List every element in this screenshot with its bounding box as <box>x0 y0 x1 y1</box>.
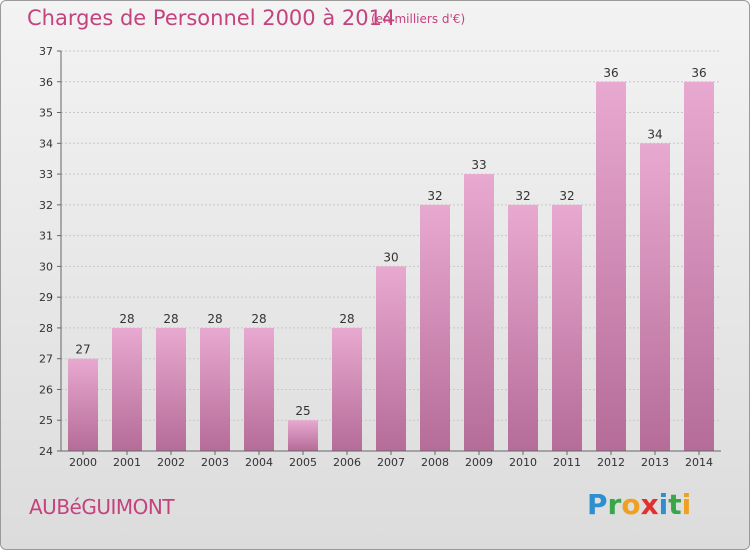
data-label: 28 <box>163 312 178 326</box>
x-tick-label: 2002 <box>157 456 185 469</box>
x-tick-label: 2009 <box>465 456 493 469</box>
bars <box>68 81 714 452</box>
x-tick-label: 2006 <box>333 456 361 469</box>
x-tick-label: 2007 <box>377 456 405 469</box>
bar <box>112 327 142 451</box>
logo-letter: o <box>621 488 641 521</box>
data-label: 34 <box>647 127 662 141</box>
y-tick-label: 32 <box>39 199 53 212</box>
x-tick-label: 2005 <box>289 456 317 469</box>
data-label: 30 <box>383 250 398 264</box>
x-tick-label: 2008 <box>421 456 449 469</box>
data-label: 33 <box>471 158 486 172</box>
bar <box>244 327 274 451</box>
x-tick-label: 2010 <box>509 456 537 469</box>
bar <box>156 327 186 451</box>
bar <box>420 204 450 451</box>
x-tick-label: 2003 <box>201 456 229 469</box>
chart-subtitle: (en milliers d'€) <box>371 12 466 26</box>
y-tick-label: 36 <box>39 76 53 89</box>
x-tick-label: 2004 <box>245 456 273 469</box>
bar <box>332 327 362 451</box>
logo-letter: P <box>587 488 608 521</box>
y-tick-label: 30 <box>39 260 53 273</box>
x-tick-label: 2012 <box>597 456 625 469</box>
y-tick-label: 37 <box>39 45 53 58</box>
bar <box>640 143 670 452</box>
logo-letter: t <box>668 488 682 521</box>
x-tick-label: 2011 <box>553 456 581 469</box>
bar <box>68 358 98 451</box>
axes: 24 25 26 27 28 29 30 31 32 33 34 35 36 37 2000 2001 2002… <box>39 45 721 469</box>
labels: 27 28 28 28 28 25 28 30 32 33 32 32 36 34 36 <box>75 66 706 418</box>
data-label: 28 <box>339 312 354 326</box>
y-tick-label: 24 <box>39 445 53 458</box>
data-label: 36 <box>691 66 706 80</box>
logo-letter: r <box>607 488 622 521</box>
y-tick-label: 31 <box>39 230 53 243</box>
y-tick-label: 26 <box>39 383 53 396</box>
bar <box>684 81 714 452</box>
y-tick-label: 25 <box>39 414 53 427</box>
data-label: 32 <box>515 189 530 203</box>
bar <box>288 420 318 451</box>
y-tick-label: 28 <box>39 322 53 335</box>
proxiti-logo: Proxiti <box>587 488 691 521</box>
bar <box>508 204 538 451</box>
logo-letter: i <box>681 488 692 521</box>
y-tick-label: 34 <box>39 137 53 150</box>
data-label: 32 <box>427 189 442 203</box>
y-tick-label: 35 <box>39 107 53 120</box>
bar <box>464 174 494 452</box>
data-label: 28 <box>119 312 134 326</box>
data-label: 32 <box>559 189 574 203</box>
bar <box>376 266 406 451</box>
x-tick-label: 2000 <box>69 456 97 469</box>
data-label: 36 <box>603 66 618 80</box>
logo-letter: x <box>640 488 659 521</box>
x-tick-label: 2013 <box>641 456 669 469</box>
x-tick-label: 2001 <box>113 456 141 469</box>
commune-name: AUBéGUIMONT <box>29 495 175 519</box>
bar <box>200 327 230 451</box>
bar <box>552 204 582 451</box>
x-tick-label: 2014 <box>685 456 713 469</box>
data-label: 25 <box>295 404 310 418</box>
chart-title: Charges de Personnel 2000 à 2014 <box>27 6 396 30</box>
logo-letter: i <box>658 488 669 521</box>
data-label: 28 <box>207 312 222 326</box>
y-tick-label: 33 <box>39 168 53 181</box>
data-label: 27 <box>75 343 90 357</box>
data-label: 28 <box>251 312 266 326</box>
y-tick-label: 29 <box>39 291 53 304</box>
bar <box>596 81 626 452</box>
y-tick-label: 27 <box>39 353 53 366</box>
